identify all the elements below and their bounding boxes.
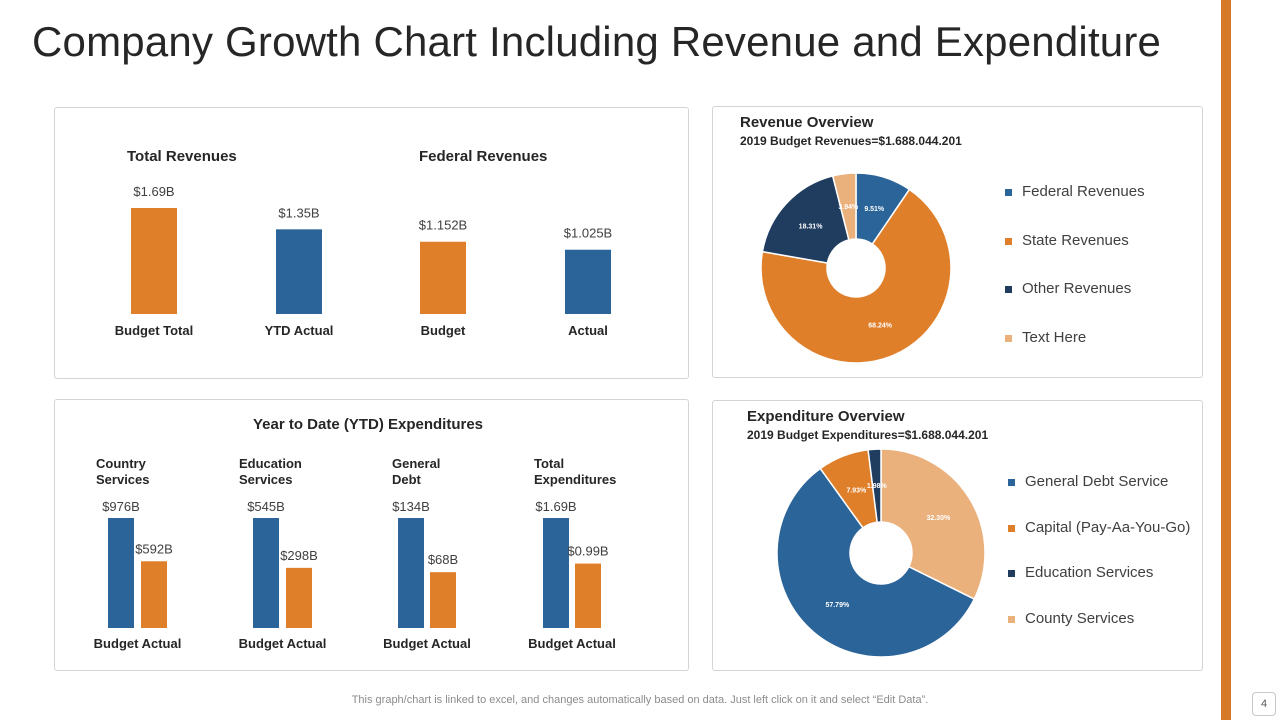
group-name-line: Education <box>239 456 302 471</box>
slice-label: 9.51% <box>864 206 885 213</box>
slice-label: 68.24% <box>868 323 893 330</box>
expenditure-overview-subtitle: 2019 Budget Expenditures=$1.688.044.201 <box>747 428 988 442</box>
bar-category-label: Budget <box>421 323 466 338</box>
expenditure-overview-panel[interactable]: Expenditure Overview 2019 Budget Expendi… <box>712 400 1203 671</box>
bar-category-label: Budget Total <box>115 323 193 338</box>
ytd-expenditures-panel[interactable]: Year to Date (YTD) Expenditures Country S… <box>54 399 689 671</box>
group-axis-label: Budget Actual <box>528 636 616 651</box>
legend-item: County Services <box>1008 610 1190 656</box>
ytd-expenditures-title: Year to Date (YTD) Expenditures <box>253 416 483 433</box>
bar-value-label: $1.35B <box>278 205 319 220</box>
slice-label: 7.93% <box>846 488 867 495</box>
bar-federal-revenues-1[interactable] <box>565 249 611 314</box>
bar-value-label: $1.69B <box>133 184 174 199</box>
page-number: 4 <box>1252 692 1276 716</box>
bar-federal-revenues-0[interactable] <box>420 241 466 314</box>
legend-item: State Revenues <box>1005 232 1145 281</box>
group-axis-label: Budget Actual <box>239 636 327 651</box>
federal-revenues-title: Federal Revenues <box>419 148 547 165</box>
bar-actual-value: $298B <box>280 548 318 563</box>
slice-state-revenues[interactable] <box>760 188 952 364</box>
legend-swatch <box>1008 615 1015 623</box>
revenue-overview-title: Revenue Overview <box>740 114 874 131</box>
legend-item: Education Services <box>1008 564 1190 610</box>
revenues-panel[interactable]: Total Revenues Federal Revenues $1.69B Bu… <box>54 107 689 379</box>
slice-label: 1.98% <box>867 483 888 490</box>
bar-actual-value: $68B <box>428 552 458 567</box>
bar-budget-3[interactable] <box>543 518 569 628</box>
group-axis-label: Budget Actual <box>94 636 182 651</box>
legend-label: General Debt Service <box>1025 473 1169 490</box>
slice-text-here[interactable] <box>831 172 857 241</box>
legend-swatch <box>1005 334 1012 342</box>
legend-item: General Debt Service <box>1008 473 1190 519</box>
bar-total-revenues-1[interactable] <box>276 229 322 314</box>
legend-label: State Revenues <box>1022 231 1129 249</box>
revenue-overview-subtitle: 2019 Budget Revenues=$1.688.044.201 <box>740 134 962 148</box>
legend-label: Education Services <box>1025 564 1154 581</box>
bar-budget-0[interactable] <box>108 518 134 628</box>
group-name-line: Services <box>239 472 293 487</box>
total-revenues-title: Total Revenues <box>127 148 237 165</box>
bar-budget-2[interactable] <box>398 518 424 628</box>
bar-actual-3[interactable] <box>575 563 601 628</box>
bar-category-label: YTD Actual <box>265 323 334 338</box>
slice-education-services[interactable] <box>867 448 882 524</box>
revenue-overview-legend: Federal Revenues State Revenues Other Reve… <box>1005 183 1145 377</box>
bar-actual-2[interactable] <box>430 572 456 628</box>
bar-budget-value: $1.69B <box>535 499 576 514</box>
legend-item: Other Revenues <box>1005 280 1145 329</box>
bar-budget-1[interactable] <box>253 518 279 628</box>
bar-total-revenues-0[interactable] <box>131 208 177 314</box>
legend-label: Text Here <box>1022 328 1087 346</box>
legend-label: County Services <box>1025 609 1135 627</box>
legend-label: Capital (Pay-Aa-You-Go) <box>1025 518 1191 536</box>
legend-label: Other Revenues <box>1022 280 1132 297</box>
page-title: Company Growth Chart Including Revenue a… <box>32 18 1162 65</box>
legend-swatch <box>1005 237 1012 245</box>
slice-label: 18.31% <box>799 223 824 230</box>
bar-value-label: $1.025B <box>564 226 612 241</box>
ytd-expenditures-chart[interactable]: Year to Date (YTD) Expenditures CountryS… <box>55 400 690 672</box>
bar-actual-value: $0.99B <box>567 544 608 559</box>
bar-actual-0[interactable] <box>141 561 167 628</box>
revenue-overview-panel[interactable]: Revenue Overview 2019 Budget Revenues=$1… <box>712 106 1203 378</box>
group-name-line: Debt <box>392 472 422 487</box>
group-name-line: Country <box>96 456 147 471</box>
legend-label: Federal Revenues <box>1022 183 1145 200</box>
legend-swatch <box>1005 286 1012 293</box>
legend-swatch <box>1005 189 1012 196</box>
group-name-line: Services <box>96 472 150 487</box>
expenditure-overview-title: Expenditure Overview <box>747 408 905 425</box>
revenues-chart[interactable]: Total Revenues Federal Revenues $1.69B Bu… <box>55 108 690 380</box>
legend-swatch <box>1008 570 1015 577</box>
accent-bar <box>1221 0 1231 720</box>
legend-swatch <box>1008 479 1015 486</box>
slice-label: 3.94% <box>838 204 859 211</box>
footer-note: This graph/chart is linked to excel, and… <box>351 694 929 706</box>
slice-other-revenues[interactable] <box>761 174 850 264</box>
group-name-line: Total <box>534 456 564 471</box>
bar-category-label: Actual <box>568 323 608 338</box>
slice-general-debt-service[interactable] <box>776 467 976 658</box>
bar-value-label: $1.152B <box>419 218 467 233</box>
group-name-line: General <box>392 456 440 471</box>
slice-county-services[interactable] <box>880 448 986 601</box>
bar-budget-value: $134B <box>392 499 430 514</box>
legend-swatch <box>1008 524 1015 532</box>
bar-budget-value: $545B <box>247 499 285 514</box>
slice-label: 57.79% <box>825 602 850 609</box>
expenditure-overview-legend: General Debt Service Capital (Pay-Aa-You-… <box>1008 473 1190 655</box>
legend-item: Federal Revenues <box>1005 183 1145 232</box>
legend-item: Text Here <box>1005 329 1145 378</box>
revenue-overview-chart[interactable]: Revenue Overview 2019 Budget Revenues=$1… <box>713 107 1204 379</box>
bar-actual-1[interactable] <box>286 567 312 628</box>
group-axis-label: Budget Actual <box>383 636 471 651</box>
legend-item: Capital (Pay-Aa-You-Go) <box>1008 519 1190 565</box>
group-name-line: Expenditures <box>534 472 616 487</box>
bar-actual-value: $592B <box>135 541 173 556</box>
bar-budget-value: $976B <box>102 499 140 514</box>
slice-label: 32.30% <box>926 515 951 522</box>
expenditure-overview-chart[interactable]: Expenditure Overview 2019 Budget Expendi… <box>713 401 1204 672</box>
